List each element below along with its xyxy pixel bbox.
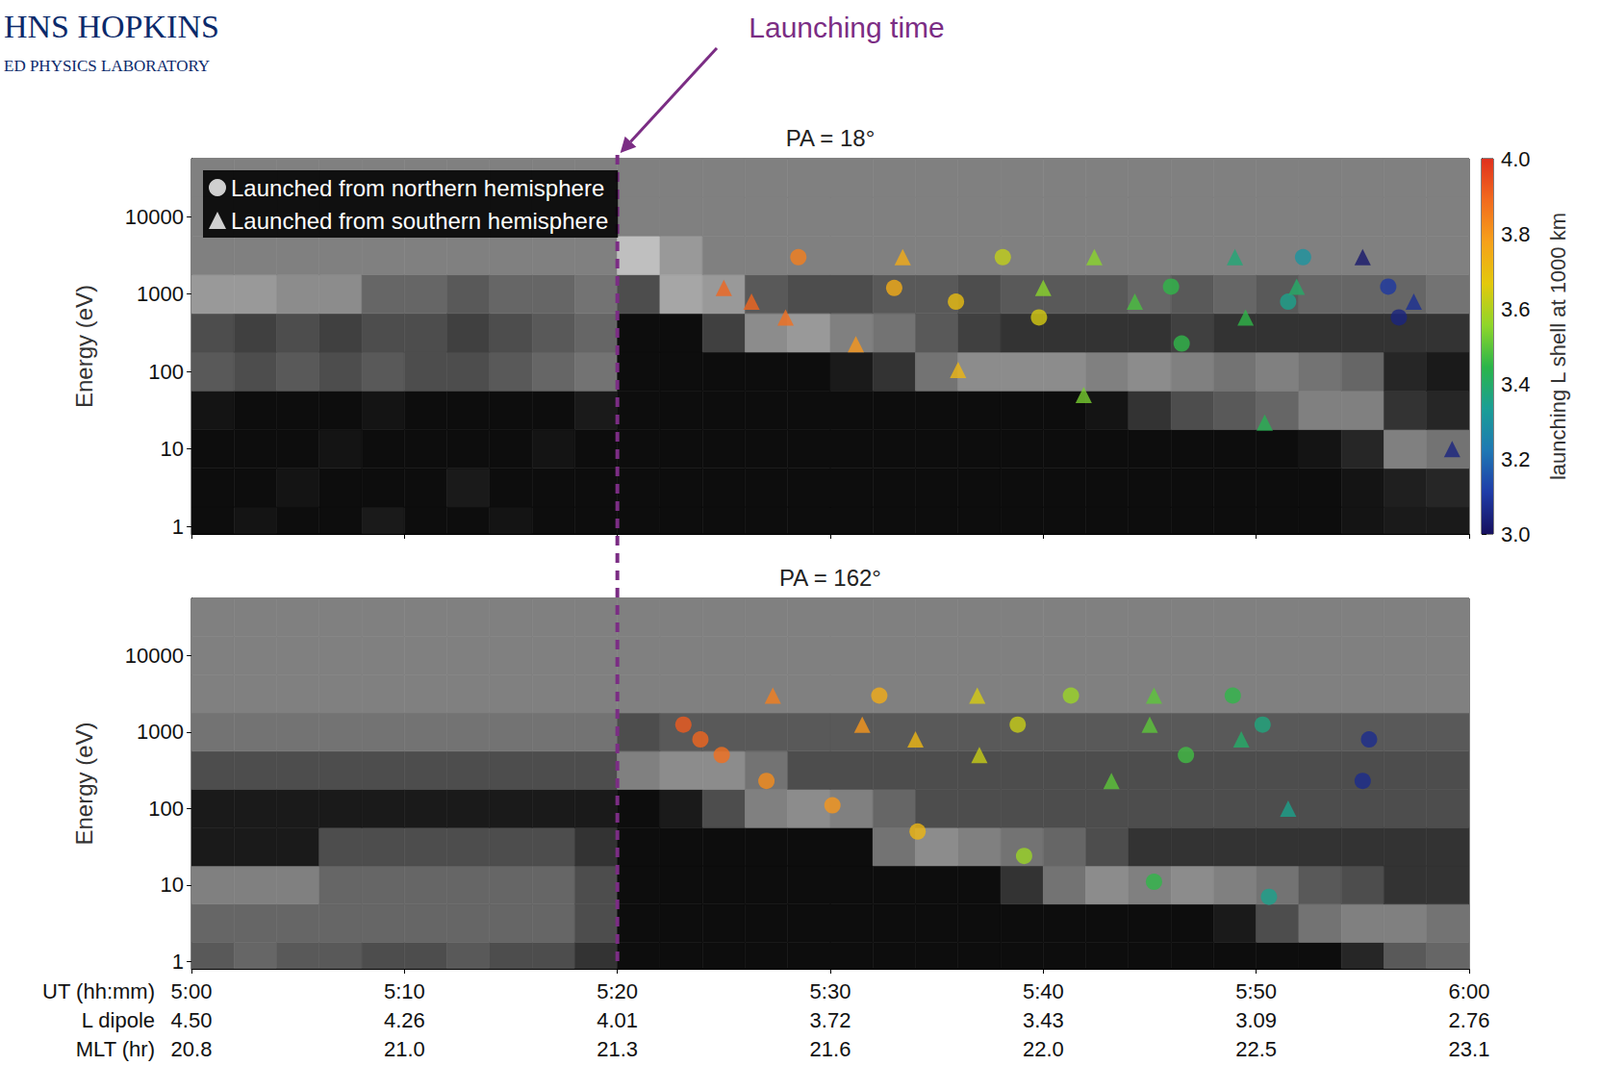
svg-text:Launched from southern hemisph: Launched from southern hemisphere bbox=[230, 207, 609, 234]
svg-text:5:50: 5:50 bbox=[1235, 979, 1277, 1004]
svg-text:5:30: 5:30 bbox=[810, 979, 852, 1004]
svg-text:21.0: 21.0 bbox=[383, 1037, 426, 1062]
svg-text:1: 1 bbox=[172, 514, 184, 539]
svg-text:100: 100 bbox=[148, 359, 184, 384]
svg-text:23.1: 23.1 bbox=[1448, 1037, 1491, 1062]
svg-text:21.3: 21.3 bbox=[596, 1037, 638, 1062]
svg-text:22.5: 22.5 bbox=[1235, 1037, 1277, 1062]
svg-text:22.0: 22.0 bbox=[1022, 1037, 1065, 1062]
svg-text:MLT (hr): MLT (hr) bbox=[76, 1037, 155, 1062]
svg-text:UT (hh:mm): UT (hh:mm) bbox=[42, 979, 155, 1004]
svg-text:3.8: 3.8 bbox=[1500, 222, 1531, 247]
svg-text:3.09: 3.09 bbox=[1235, 1008, 1277, 1033]
svg-text:4.50: 4.50 bbox=[171, 1008, 213, 1033]
svg-text:2.76: 2.76 bbox=[1448, 1008, 1491, 1033]
svg-text:Launched from northern hemisph: Launched from northern hemisphere bbox=[230, 175, 605, 202]
svg-text:1: 1 bbox=[172, 949, 184, 974]
svg-text:3.4: 3.4 bbox=[1500, 372, 1531, 397]
svg-text:5:00: 5:00 bbox=[171, 979, 213, 1004]
svg-text:4.26: 4.26 bbox=[383, 1008, 426, 1033]
svg-text:5:20: 5:20 bbox=[596, 979, 638, 1004]
svg-text:5:40: 5:40 bbox=[1022, 979, 1065, 1004]
svg-text:4.0: 4.0 bbox=[1500, 147, 1531, 172]
svg-text:10: 10 bbox=[160, 872, 184, 897]
svg-text:3.6: 3.6 bbox=[1500, 297, 1531, 322]
svg-text:21.6: 21.6 bbox=[810, 1037, 852, 1062]
svg-text:100: 100 bbox=[148, 796, 184, 821]
svg-text:3.0: 3.0 bbox=[1500, 522, 1531, 547]
svg-text:L dipole: L dipole bbox=[81, 1008, 155, 1033]
svg-text:10: 10 bbox=[160, 436, 184, 461]
svg-text:4.01: 4.01 bbox=[596, 1008, 638, 1033]
svg-text:Launching time: Launching time bbox=[748, 11, 944, 44]
svg-text:10000: 10000 bbox=[125, 204, 184, 229]
svg-text:Energy (eV): Energy (eV) bbox=[71, 721, 98, 845]
svg-text:Energy (eV): Energy (eV) bbox=[71, 284, 98, 408]
svg-text:3.2: 3.2 bbox=[1500, 447, 1531, 472]
svg-text:PA = 18°: PA = 18° bbox=[786, 125, 876, 152]
svg-text:1000: 1000 bbox=[136, 719, 184, 744]
svg-text:6:00: 6:00 bbox=[1448, 979, 1491, 1004]
svg-text:20.8: 20.8 bbox=[171, 1037, 213, 1062]
svg-text:PA = 162°: PA = 162° bbox=[779, 564, 882, 591]
svg-text:1000: 1000 bbox=[136, 281, 184, 306]
svg-text:HNS HOPKINS: HNS HOPKINS bbox=[3, 8, 220, 45]
svg-text:3.72: 3.72 bbox=[810, 1008, 852, 1033]
svg-text:launching L shell at 1000 km: launching L shell at 1000 km bbox=[1546, 212, 1571, 481]
svg-text:ED PHYSICS LABORATORY: ED PHYSICS LABORATORY bbox=[3, 56, 210, 76]
svg-text:10000: 10000 bbox=[125, 643, 184, 668]
svg-text:5:10: 5:10 bbox=[383, 979, 426, 1004]
svg-text:3.43: 3.43 bbox=[1022, 1008, 1065, 1033]
